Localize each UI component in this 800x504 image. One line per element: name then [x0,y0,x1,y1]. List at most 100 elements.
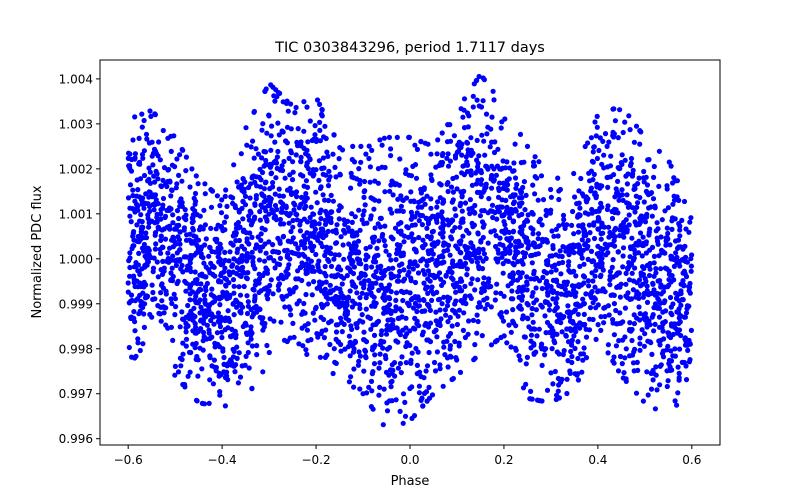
data-point [555,233,561,239]
data-point [147,169,153,175]
data-point [595,322,601,328]
data-point [637,219,644,225]
data-point [405,234,411,240]
data-point [402,413,409,419]
data-point [678,313,684,319]
data-point [489,163,495,169]
data-point [494,216,500,222]
data-point [224,363,230,369]
data-point [447,138,454,144]
data-point [434,214,440,220]
data-point [450,258,456,264]
data-point [470,93,476,99]
data-point [389,210,395,216]
data-point [567,248,573,254]
data-point [379,328,385,334]
data-point [396,262,402,268]
data-point [198,281,204,287]
data-point [434,334,440,340]
data-point [401,267,407,273]
data-point [424,225,430,231]
data-point [174,208,181,214]
data-point [130,243,136,249]
data-point [197,345,203,351]
data-point [170,220,176,226]
data-point [623,346,629,352]
data-point [454,186,460,192]
data-point [202,181,208,187]
data-point [132,198,138,204]
data-point [420,237,426,243]
data-point [193,300,199,306]
data-point [557,186,564,193]
data-point [277,255,283,261]
data-point [441,294,447,300]
data-point [629,235,635,241]
data-point [539,222,545,228]
data-point [330,151,336,157]
data-point [618,160,624,166]
data-point [608,274,614,280]
data-point [302,245,308,251]
data-point [377,384,383,390]
data-point [512,141,518,147]
data-point [280,234,286,240]
data-point [630,243,636,250]
data-point [127,165,133,171]
data-point [634,359,640,365]
data-point [431,359,438,366]
data-point [439,152,445,159]
data-point [560,212,567,218]
data-point [403,315,409,321]
data-point [621,234,627,240]
data-point [134,278,140,284]
data-point [383,248,389,254]
data-point [445,319,451,325]
data-point [266,211,272,217]
data-point [278,209,284,215]
data-point [686,284,692,290]
data-point [209,188,216,194]
data-point [161,165,168,171]
data-point [596,147,602,154]
data-point [140,281,146,287]
data-point [329,209,335,215]
data-point [377,360,383,366]
data-point [358,143,364,149]
data-point [331,132,337,138]
data-point [638,283,644,289]
data-point [472,287,478,293]
data-point [257,208,263,215]
data-point [677,263,683,269]
data-point [390,325,396,331]
data-point [268,133,274,139]
data-point [474,137,480,143]
data-point [126,344,132,351]
data-point [305,266,311,272]
data-point [367,315,373,321]
data-point [398,193,404,199]
data-point [363,306,369,312]
data-point [295,126,301,132]
data-point [419,213,426,219]
data-point [301,99,307,105]
data-point [161,310,167,316]
data-point [471,222,477,228]
data-point [633,123,640,129]
data-point [426,384,432,390]
data-point [591,235,598,242]
data-point [318,288,325,294]
data-point [413,175,420,181]
data-point [245,255,251,261]
data-point [482,185,488,191]
data-point [655,278,661,284]
data-point [500,158,506,164]
data-point [373,269,379,275]
data-point [619,361,625,367]
data-point [350,281,357,287]
data-point [207,377,213,383]
data-point [388,182,394,188]
data-point [501,219,507,225]
data-point [371,361,378,367]
data-point [529,293,535,299]
